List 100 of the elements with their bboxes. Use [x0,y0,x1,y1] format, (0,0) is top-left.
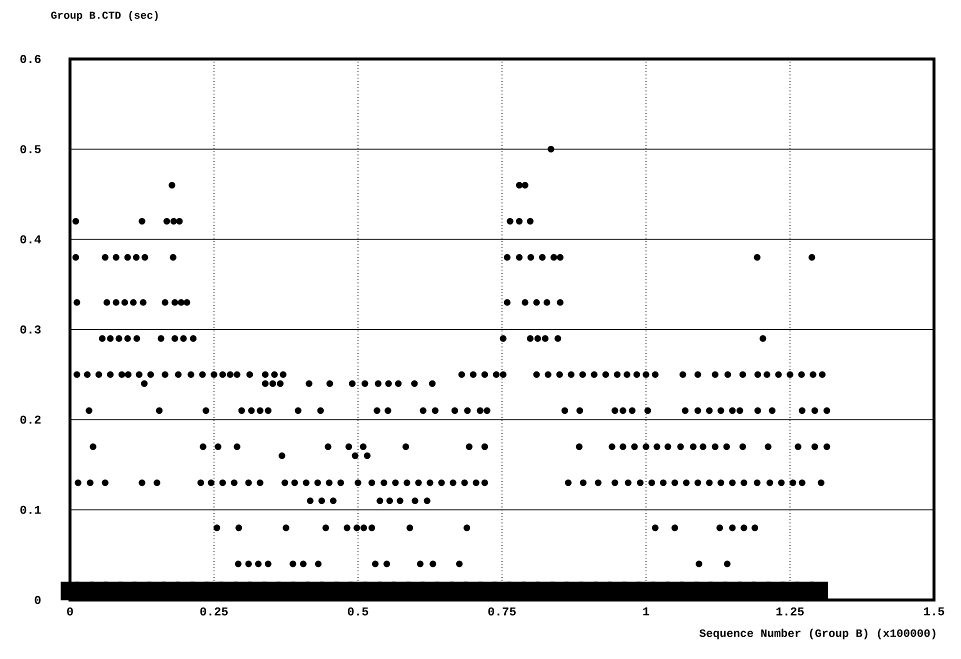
point [464,524,470,532]
point [121,299,128,306]
point [481,479,488,486]
point [337,479,344,486]
point [326,479,333,486]
point [282,524,290,532]
point [481,371,488,378]
point [516,218,523,225]
point [754,371,762,378]
point [568,371,574,378]
point [810,582,828,600]
point [579,371,586,378]
point [306,380,312,387]
point [300,560,307,568]
point [147,371,154,378]
point [376,497,384,504]
point [262,371,269,378]
point [458,371,466,378]
point [124,371,132,378]
point [124,335,131,342]
point [86,479,94,486]
point [180,335,187,342]
point [168,182,176,189]
point [790,479,796,486]
point [219,371,226,378]
point [256,479,264,486]
point [364,452,371,460]
point [522,182,528,189]
point [602,371,610,378]
point [533,371,540,378]
x-tick-label: 0.75 [488,607,516,616]
point [352,452,358,460]
y-tick-label: 0 [34,596,41,604]
point [680,371,686,378]
point [170,218,178,225]
point [234,371,240,378]
point [724,560,731,568]
point [778,479,785,486]
point [98,335,106,342]
point [132,254,140,261]
x-tick-label: 1 [643,607,650,616]
point [576,407,584,414]
point [660,479,667,486]
point [112,254,120,261]
point [824,443,830,450]
point [810,371,816,378]
point [214,443,222,450]
point [652,371,659,378]
point [202,407,210,414]
point [106,371,114,378]
point [564,479,572,486]
y-tick-label: 0.3 [20,325,41,334]
point [706,407,713,414]
point [671,479,678,486]
point [124,254,131,261]
point [412,497,418,504]
point [235,524,242,532]
x-tick-label: 0.25 [200,607,228,616]
point [200,443,206,450]
point [95,371,102,378]
point [624,479,632,486]
point [506,218,514,225]
point [276,380,284,387]
point [190,335,197,342]
point [740,479,748,486]
point [116,335,122,342]
point [306,497,314,504]
point [262,380,269,387]
point [162,371,168,378]
point [624,371,630,378]
point [476,407,484,414]
point [700,443,706,450]
point [432,407,439,414]
point [504,254,511,261]
point [712,371,718,378]
point [404,479,410,486]
point [163,218,170,225]
point [102,254,108,261]
point [533,299,540,306]
point [197,479,204,486]
point [226,371,234,378]
point [392,479,399,486]
point [542,335,549,342]
point [811,407,818,414]
point [291,479,298,486]
point [484,407,490,414]
point [538,254,546,261]
point [416,560,424,568]
point [188,371,194,378]
point [472,479,480,486]
y-tick-label: 0.1 [20,506,41,514]
point [256,407,264,414]
point [248,407,255,414]
point [90,443,96,450]
point [754,407,762,414]
point [214,524,220,532]
point [450,479,456,486]
point [504,299,511,306]
point [156,407,163,414]
point [614,371,621,378]
